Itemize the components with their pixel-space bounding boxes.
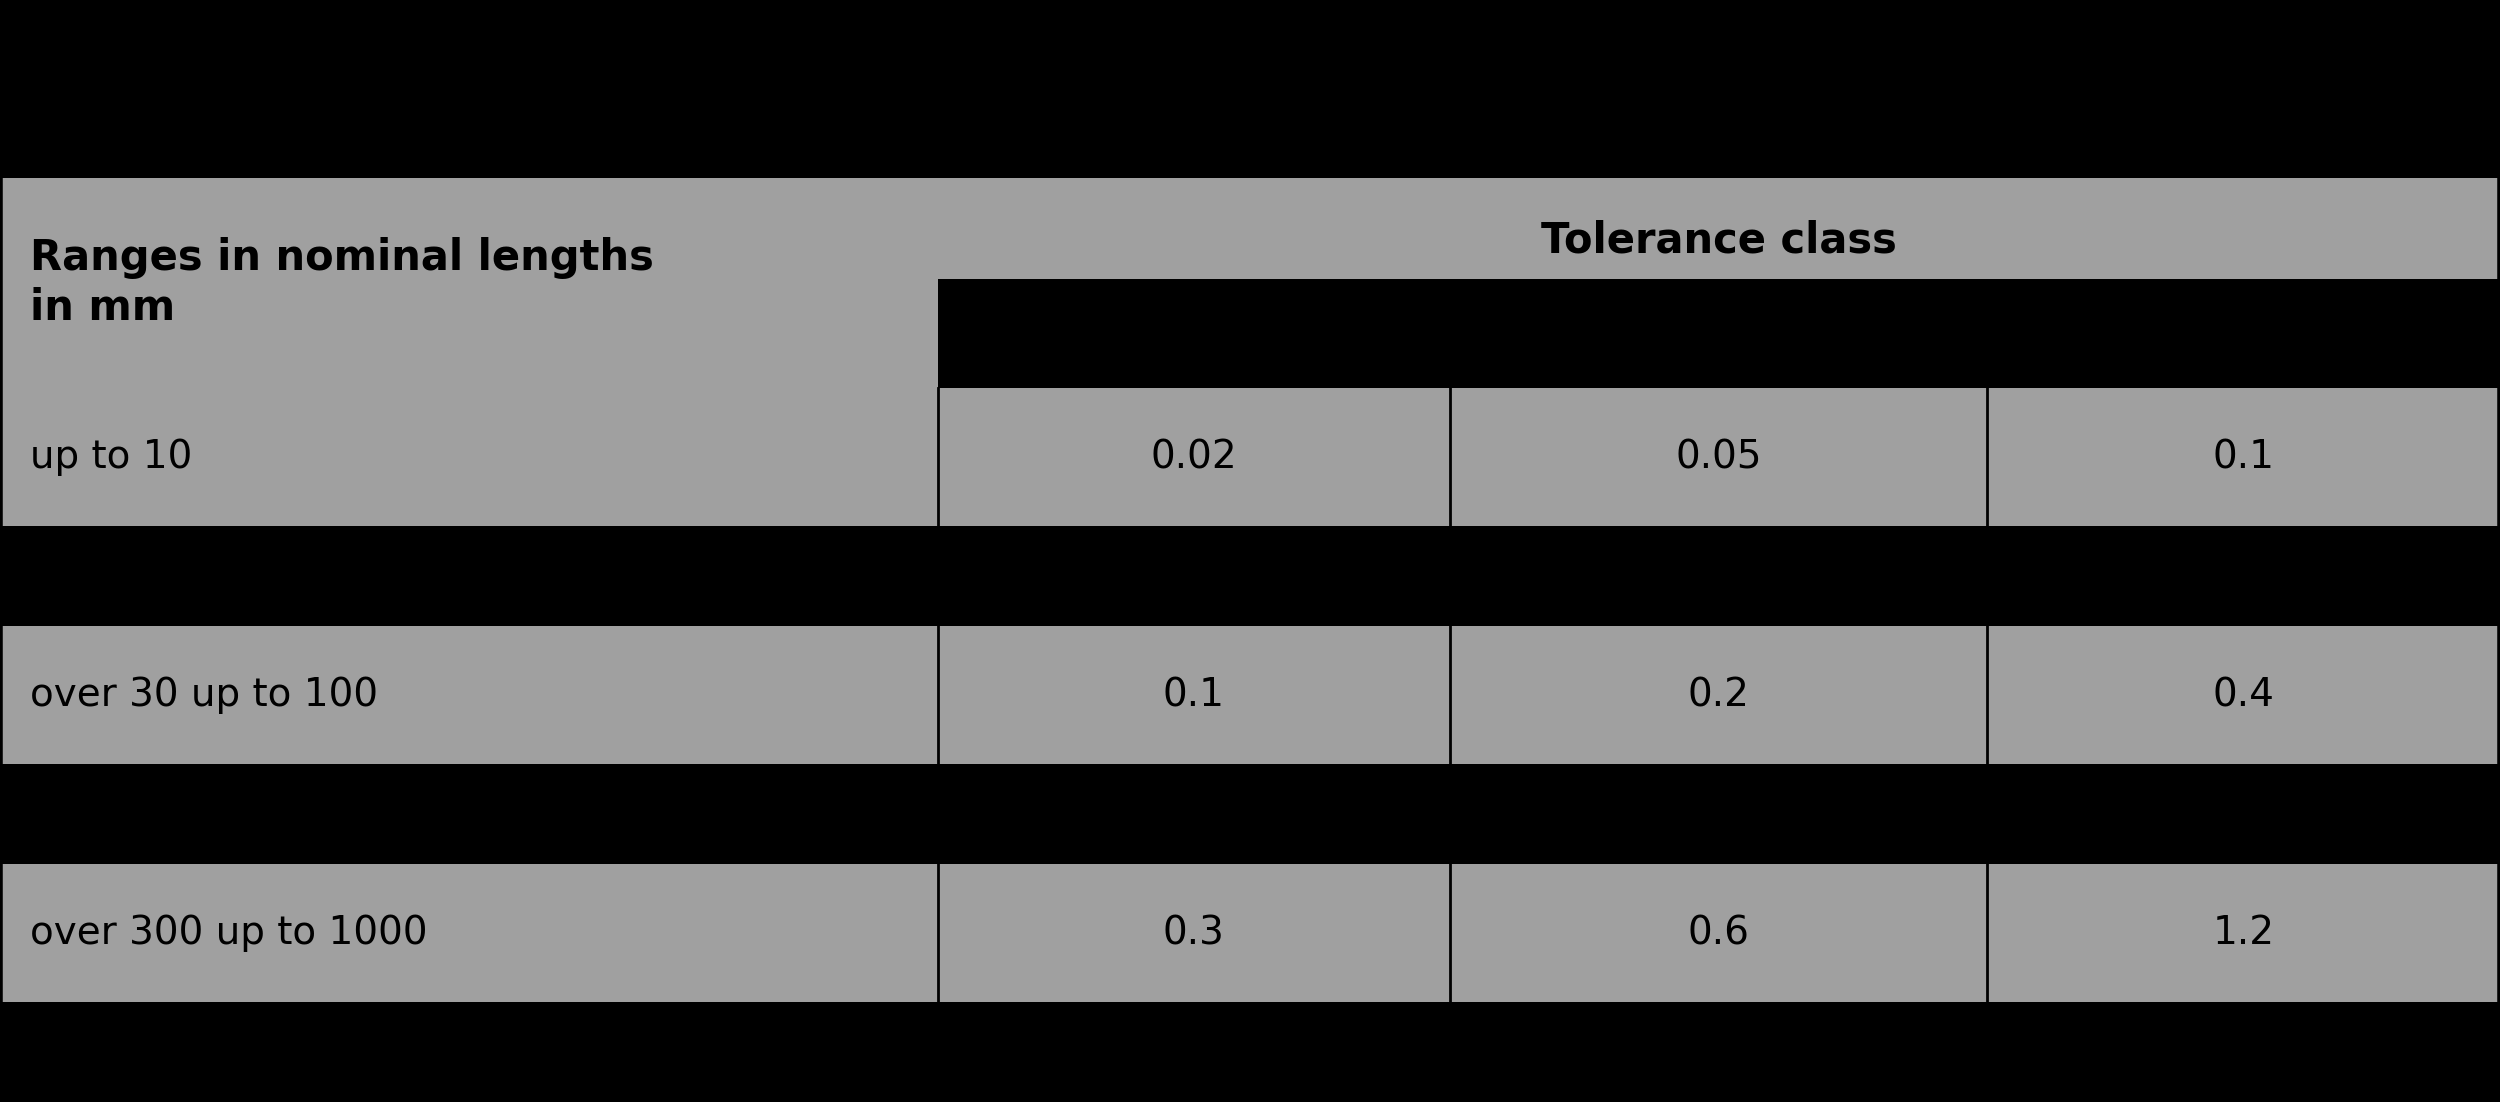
Bar bbox=[0, 864, 2500, 1002]
Text: 0.1: 0.1 bbox=[1162, 677, 1225, 714]
Text: up to 10: up to 10 bbox=[30, 439, 192, 476]
Bar bbox=[0, 765, 2500, 864]
Bar bbox=[0, 527, 2500, 626]
Bar bbox=[1988, 279, 2500, 388]
Text: 0.2: 0.2 bbox=[1688, 677, 1750, 714]
Text: 1.2: 1.2 bbox=[2212, 915, 2275, 952]
Text: 0.05: 0.05 bbox=[1675, 439, 1762, 476]
Bar bbox=[1450, 279, 1988, 388]
Bar bbox=[0, 177, 2500, 388]
Text: over 300 up to 1000: over 300 up to 1000 bbox=[30, 915, 428, 952]
Text: 0.6: 0.6 bbox=[1688, 915, 1750, 952]
Text: 0.4: 0.4 bbox=[2212, 677, 2275, 714]
Text: Ranges in nominal lengths
in mm: Ranges in nominal lengths in mm bbox=[30, 237, 655, 329]
Text: 0.3: 0.3 bbox=[1162, 915, 1225, 952]
Bar bbox=[0, 626, 2500, 765]
Bar bbox=[0, 388, 2500, 527]
Bar bbox=[938, 279, 1450, 388]
Bar bbox=[0, 0, 2500, 177]
Bar bbox=[0, 1002, 2500, 1102]
Text: 0.1: 0.1 bbox=[2212, 439, 2275, 476]
Text: over 30 up to 100: over 30 up to 100 bbox=[30, 677, 377, 714]
Text: 0.02: 0.02 bbox=[1150, 439, 1238, 476]
Text: Tolerance class: Tolerance class bbox=[1540, 220, 1898, 262]
